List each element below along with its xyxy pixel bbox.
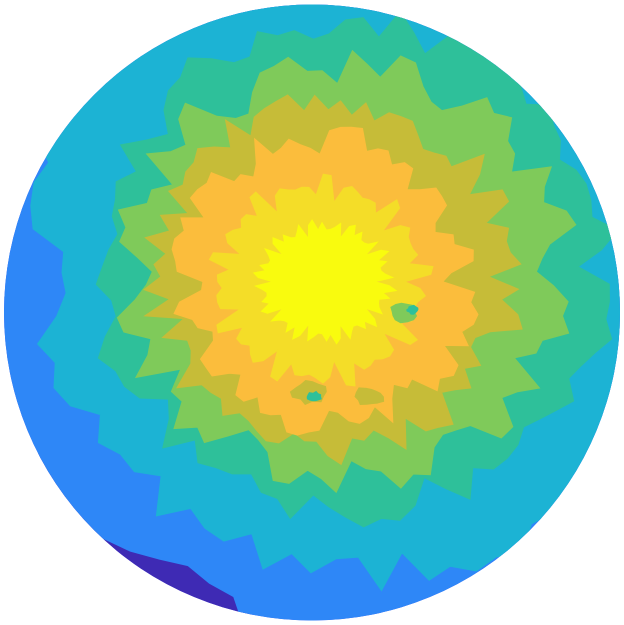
contour-pocket-5 [306, 390, 322, 402]
contour-band-8 [252, 219, 398, 345]
contour-pocket-2 [406, 304, 419, 315]
contour-pocket-4 [354, 387, 385, 405]
